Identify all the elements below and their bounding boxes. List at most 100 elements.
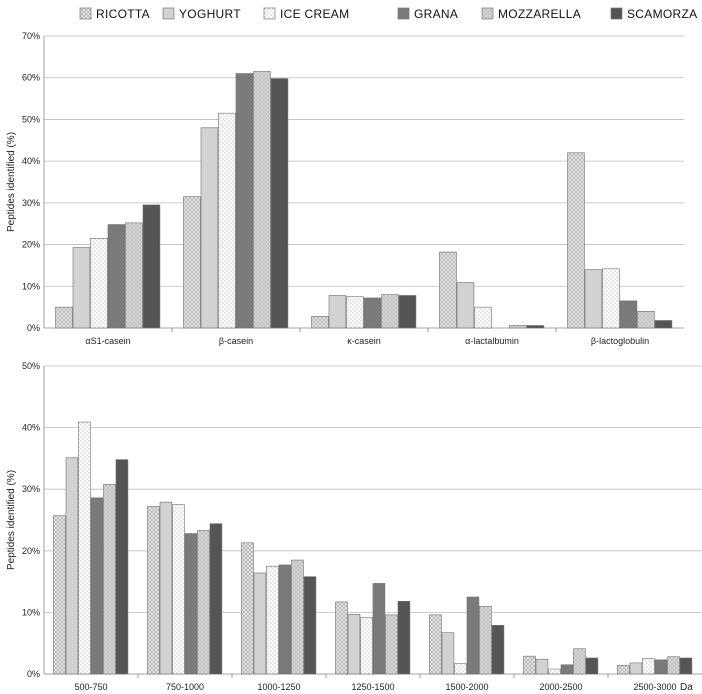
axes: 0% 10% 20% 30% 40% 50% 500-750 750-1000 1000-125… — [22, 361, 677, 692]
bars — [55, 71, 673, 329]
bar-ice-cream-1250-1500 — [360, 617, 373, 675]
legend-label-grana: GRANA — [414, 7, 458, 21]
bar-yoghurt-lactoglobulin — [584, 269, 603, 329]
y-tick-label: 10% — [22, 607, 40, 617]
bar-ice-cream-s1-casein — [90, 238, 108, 329]
legend-label-ricotta: RICOTTA — [96, 7, 150, 21]
bar-mozzarella-500-750 — [103, 483, 116, 675]
x-category-label-casein: β-casein — [219, 336, 253, 346]
x-category-label-2000-2500: 2000-2500 — [539, 682, 582, 692]
legend-swatch-scamorza — [610, 7, 623, 20]
bar-scamorza-casein — [398, 295, 417, 329]
bar-grana-750-1000 — [184, 533, 198, 675]
bar-ice-cream-casein — [218, 112, 236, 329]
legend-swatch-yoghurt — [162, 7, 175, 20]
bar-ricotta-lactalbumin — [439, 251, 457, 329]
x-category-label-750-1000: 750-1000 — [166, 682, 204, 692]
bar-mozzarella-s1-casein — [125, 222, 143, 329]
y-tick-label: 60% — [22, 73, 40, 83]
bar-scamorza-2000-2500 — [585, 657, 599, 675]
legend-label-ice-cream: ICE CREAM — [280, 7, 349, 21]
bar-grana-1000-1250 — [278, 564, 292, 675]
chart-protein-distribution: 0% 10% 20% 30% 40% 50% 60% 70% αS1-casein β-casei… — [6, 31, 684, 346]
bar-ice-cream-1500-2000 — [454, 663, 467, 675]
bar-grana-1500-2000 — [466, 596, 480, 675]
bar-ricotta-1250-1500 — [335, 601, 348, 675]
legend-swatch-mozzarella — [481, 7, 494, 20]
bar-yoghurt-750-1000 — [159, 501, 173, 675]
bar-scamorza-1500-2000 — [491, 625, 505, 675]
bar-yoghurt-1500-2000 — [441, 632, 455, 675]
bar-grana-casein — [363, 297, 382, 329]
legend: RICOTTA YOGHURT ICE CREAM GRANA MOZZARELLA SC… — [79, 7, 697, 21]
legend-label-scamorza: SCAMORZA — [627, 7, 697, 21]
x-category-label-2500-3000: 2500-3000 — [633, 682, 676, 692]
y-tick-label: 0% — [27, 323, 40, 333]
x-category-label-1250-1500: 1250-1500 — [351, 682, 394, 692]
bar-ice-cream-2500-3000 — [642, 658, 655, 675]
bar-scamorza-lactoglobulin — [654, 320, 673, 329]
bar-grana-2000-2500 — [560, 664, 574, 675]
legend-label-mozzarella: MOZZARELLA — [498, 7, 581, 21]
bar-grana-500-750 — [90, 497, 104, 675]
bar-yoghurt-500-750 — [65, 457, 79, 675]
bar-ice-cream-750-1000 — [172, 504, 185, 675]
bar-yoghurt-casein — [200, 127, 219, 329]
bar-grana-2500-3000 — [654, 659, 668, 675]
x-axis-unit-label: Da — [680, 682, 693, 693]
y-tick-label: 30% — [22, 198, 40, 208]
bar-mozzarella-2500-3000 — [667, 656, 680, 675]
bar-ricotta-lactoglobulin — [567, 152, 585, 329]
bar-yoghurt-2500-3000 — [629, 662, 643, 675]
bar-mozzarella-lactalbumin — [509, 325, 527, 329]
x-category-label-500-750: 500-750 — [74, 682, 107, 692]
bar-ricotta-750-1000 — [147, 506, 160, 675]
bar-ricotta-casein — [311, 316, 329, 329]
y-tick-label: 50% — [22, 361, 40, 371]
bar-ice-cream-1000-1250 — [266, 565, 279, 675]
bar-mozzarella-1000-1250 — [291, 559, 304, 675]
bar-yoghurt-lactalbumin — [456, 282, 475, 329]
x-category-label-lactoglobulin: β-lactoglobulin — [591, 336, 649, 346]
y-axis-label: Peptides identified (%) — [6, 470, 17, 570]
bar-ricotta-2000-2500 — [523, 655, 536, 675]
bar-ricotta-s1-casein — [55, 306, 73, 329]
legend-swatch-grana — [397, 7, 410, 20]
bar-scamorza-s1-casein — [142, 204, 161, 329]
y-tick-label: 20% — [22, 240, 40, 250]
y-tick-label: 40% — [22, 156, 40, 166]
bar-ricotta-casein — [183, 196, 201, 329]
bar-ricotta-1500-2000 — [429, 614, 442, 675]
bar-yoghurt-2000-2500 — [535, 658, 549, 675]
bar-scamorza-1250-1500 — [397, 601, 411, 675]
y-tick-label: 30% — [22, 484, 40, 494]
bar-ice-cream-casein — [346, 296, 364, 329]
bar-ice-cream-2000-2500 — [548, 668, 561, 675]
bar-grana-casein — [235, 73, 254, 329]
bar-scamorza-1000-1250 — [303, 576, 317, 675]
bar-ice-cream-500-750 — [78, 421, 91, 675]
bar-yoghurt-casein — [328, 295, 347, 329]
x-category-label-s1-casein: αS1-casein — [85, 336, 130, 346]
bar-ice-cream-lactoglobulin — [602, 268, 620, 329]
bar-ricotta-500-750 — [53, 515, 66, 675]
bar-mozzarella-lactoglobulin — [637, 311, 655, 329]
bar-yoghurt-1250-1500 — [347, 613, 361, 675]
y-tick-label: 70% — [22, 31, 40, 41]
bar-scamorza-500-750 — [115, 459, 129, 675]
y-tick-label: 40% — [22, 423, 40, 433]
x-category-label-casein: κ-casein — [347, 336, 381, 346]
bar-ricotta-1000-1250 — [241, 542, 254, 675]
bar-scamorza-2500-3000 — [679, 657, 693, 675]
bar-mozzarella-1250-1500 — [385, 614, 398, 675]
x-category-label-lactalbumin: α-lactalbumin — [465, 336, 519, 346]
bar-grana-1250-1500 — [372, 583, 386, 675]
y-axis-label: Peptides identified (%) — [6, 132, 17, 232]
chart-mass-distribution: 0% 10% 20% 30% 40% 50% 500-750 750-1000 1000-125… — [6, 361, 702, 693]
bars — [53, 421, 693, 675]
bar-mozzarella-2000-2500 — [573, 648, 586, 675]
bar-ice-cream-lactalbumin — [474, 306, 492, 329]
bar-mozzarella-750-1000 — [197, 530, 210, 675]
bar-scamorza-casein — [270, 78, 289, 329]
bar-scamorza-lactalbumin — [526, 325, 545, 329]
